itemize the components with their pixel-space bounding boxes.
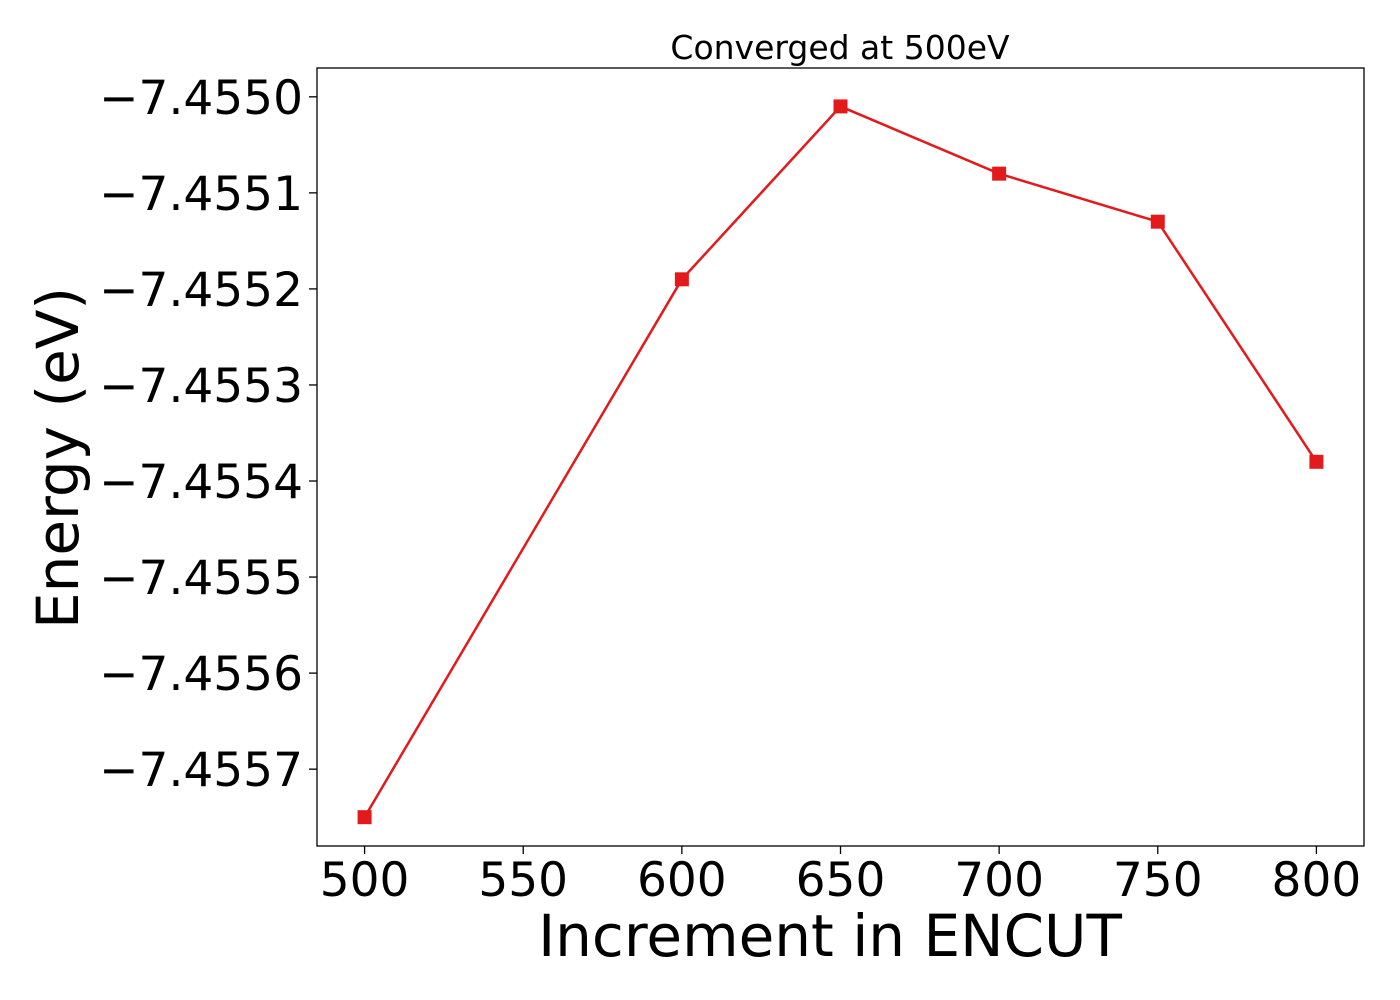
data-point	[1309, 454, 1324, 469]
x-tick-label: 750	[1113, 853, 1203, 908]
y-axis: −7.4557 −7.4556 −7.4555 −7.4554 −7.4553 −7.45…	[99, 71, 317, 798]
x-tick-label: 500	[320, 853, 410, 908]
x-tick-label: 800	[1272, 853, 1362, 908]
y-tick-label: −7.4556	[99, 647, 303, 702]
plot-frame	[316, 67, 1365, 847]
y-tick-label: −7.4553	[99, 359, 303, 414]
data-point	[357, 810, 372, 825]
series-line	[363, 104, 1318, 818]
y-tick-label: −7.4557	[99, 743, 303, 798]
x-axis-label: Increment in ENCUT	[538, 902, 1122, 970]
y-tick-label: −7.4554	[99, 455, 303, 510]
x-tick-label: 700	[954, 853, 1044, 908]
data-point	[992, 166, 1007, 181]
y-tick-label: −7.4551	[99, 167, 303, 222]
x-axis: 500 550 600 650 700 750 800	[320, 846, 1362, 908]
data-point	[674, 272, 689, 287]
chart-title: Converged at 500eV	[670, 28, 1010, 67]
x-tick-label: 650	[796, 853, 886, 908]
plot-area: 500 550 600 650 700 750 800 −7.4557−7.4556−7.4…	[99, 67, 1365, 908]
series-markers	[357, 99, 1324, 825]
x-tick-label: 550	[478, 853, 568, 908]
data-point	[1150, 214, 1165, 229]
data-point	[833, 99, 848, 114]
y-tick-label: −7.4555	[99, 551, 303, 606]
y-tick-label: −7.4552	[99, 263, 303, 318]
y-tick-label: −7.4550	[99, 71, 303, 126]
x-tick-label: 600	[637, 853, 727, 908]
y-axis-label: Energy (eV)	[24, 287, 92, 629]
